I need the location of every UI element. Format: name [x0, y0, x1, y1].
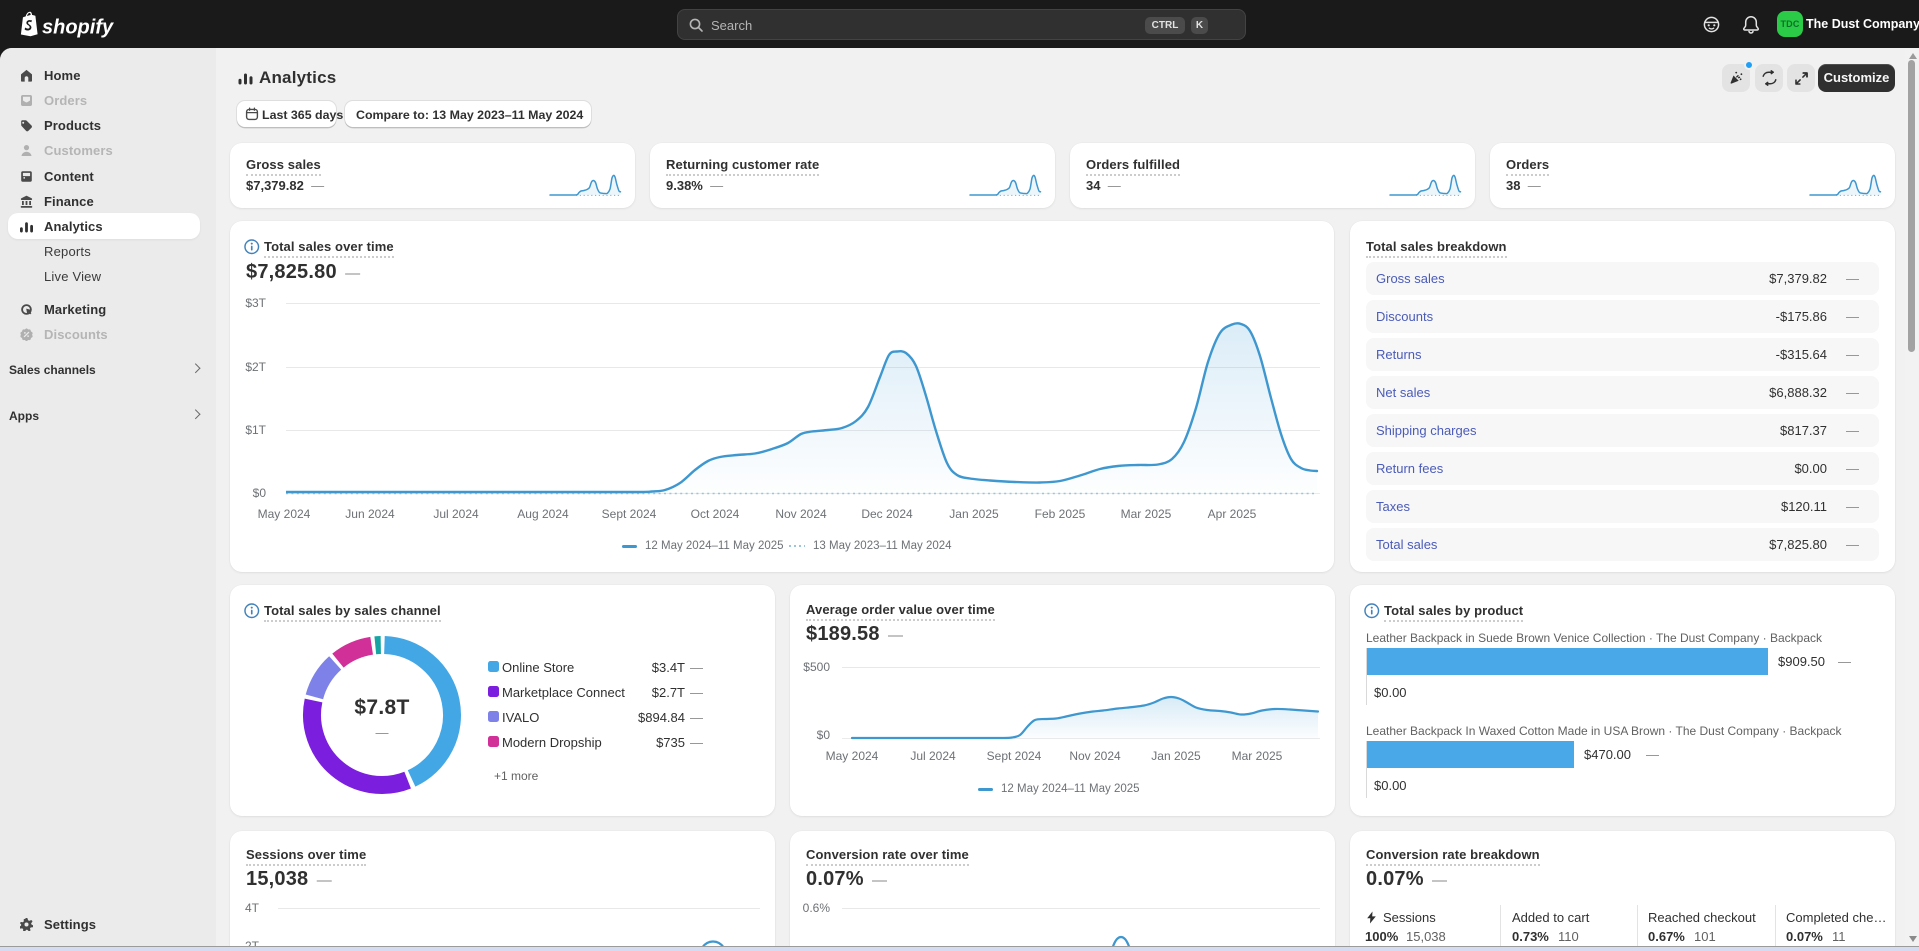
svg-text:shopify: shopify: [42, 17, 114, 39]
